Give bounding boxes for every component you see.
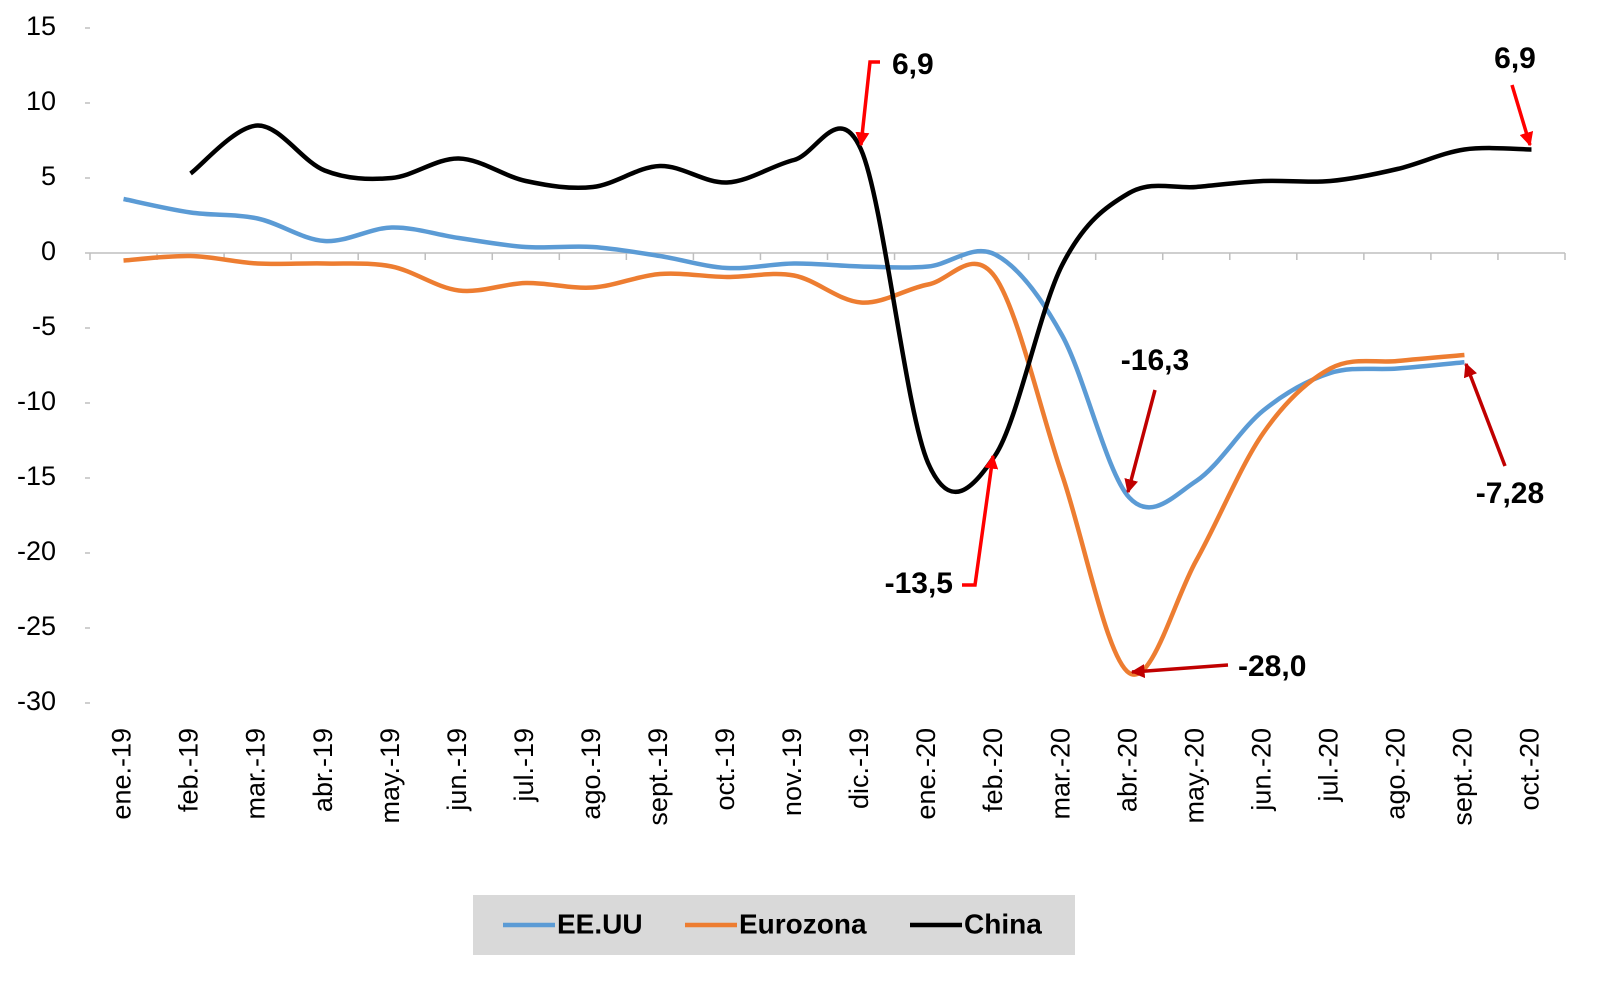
legend-label: Eurozona [739,908,867,939]
x-tick-label: ene.-20 [911,728,941,820]
annotation: -28,0 [1238,650,1306,683]
x-tick-label: oct.-20 [1515,728,1545,811]
y-tick-label: -30 [17,686,56,716]
series-line [123,196,1465,510]
series-line [189,123,1532,495]
x-tick-label: oct.-19 [710,728,740,811]
y-tick-label: 15 [26,11,56,41]
x-tick-label: abr.-20 [1112,728,1142,812]
annotation: -7,28 [1476,477,1544,510]
x-tick-label: ago.-19 [576,728,606,820]
x-tick-label: may.-19 [375,728,405,824]
y-tick-label: -5 [32,311,56,341]
x-tick-label: abr.-19 [308,728,338,812]
x-tick-label: ene.-19 [107,728,137,820]
annotation-arrow [1124,389,1157,494]
annotation: 6,9 [1494,42,1536,75]
annotation-arrow [962,454,999,587]
annotation: 6,9 [892,48,934,81]
annotation-arrow [1463,362,1507,467]
x-tick-label: jul.-19 [509,728,539,803]
legend-box [473,895,1075,955]
x-tick-label: mar.-20 [1045,728,1075,820]
y-tick-label: -20 [17,536,56,566]
x-tick-label: dic.-19 [844,728,874,809]
legend-label: China [964,908,1042,939]
y-tick-label: -25 [17,611,56,641]
x-tick-label: mar.-19 [241,728,271,820]
annotation: -13,5 [885,567,953,600]
x-tick-label: feb.-20 [978,728,1008,812]
x-tick-label: ago.-20 [1381,728,1411,820]
x-tick-label: jun.-19 [442,728,472,812]
x-tick-label: sept.-20 [1448,728,1478,826]
y-tick-label: 5 [41,161,56,191]
annotation: -16,3 [1121,344,1189,377]
x-tick-label: jun.-20 [1246,728,1276,812]
y-tick-label: 10 [26,86,56,116]
y-tick-label: 0 [41,236,56,266]
x-tick-label: feb.-19 [174,728,204,812]
legend-label: EE.UU [557,908,643,939]
y-tick-label: -10 [17,386,56,416]
annotation-arrow [1510,84,1534,147]
y-tick-label: -15 [17,461,56,491]
annotation-arrow [855,60,880,147]
x-tick-label: nov.-19 [777,728,807,816]
x-tick-label: jul.-20 [1313,728,1343,803]
x-tick-label: sept.-19 [643,728,673,826]
x-tick-label: may.-20 [1179,728,1209,824]
annotation-arrow [1130,663,1229,679]
series-line [123,253,1465,677]
